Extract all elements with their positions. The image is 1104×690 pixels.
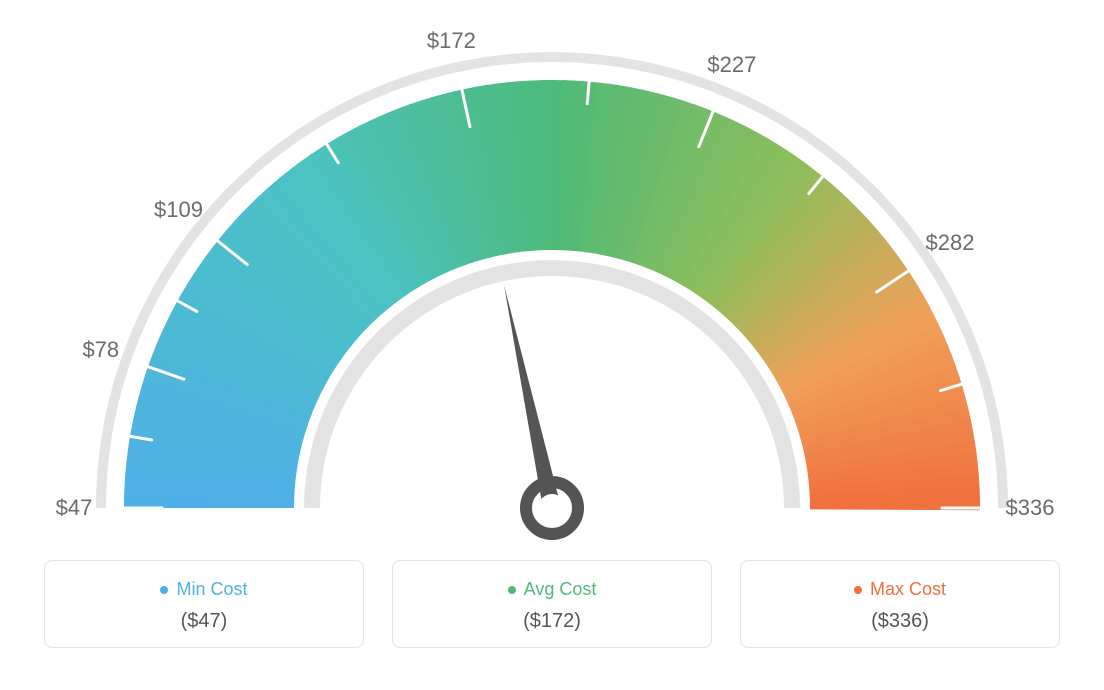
legend-title-max: Max Cost [854, 579, 946, 600]
gauge-tick-label: $227 [707, 52, 756, 78]
gauge-tick-label: $109 [154, 197, 203, 223]
gauge-tick-label: $336 [1006, 495, 1055, 521]
legend-title-text-min: Min Cost [176, 579, 247, 600]
gauge-tick-label: $172 [427, 28, 476, 54]
legend-dot-max [854, 586, 862, 594]
gauge-container: $47 $78 $109 $172 $227 $282 $336 [0, 0, 1104, 560]
legend-card-min: Min Cost ($47) [44, 560, 364, 648]
gauge-tick-label: $78 [82, 337, 119, 363]
legend-title-text-max: Max Cost [870, 579, 946, 600]
legend-value-max: ($336) [753, 610, 1047, 633]
legend-dot-min [160, 586, 168, 594]
legend-title-min: Min Cost [160, 579, 247, 600]
legend-card-avg: Avg Cost ($172) [392, 560, 712, 648]
legend-dot-avg [508, 586, 516, 594]
legend-title-text-avg: Avg Cost [524, 579, 597, 600]
gauge-chart [0, 0, 1104, 560]
legend-value-min: ($47) [57, 610, 351, 633]
legend-row: Min Cost ($47) Avg Cost ($172) Max Cost … [0, 560, 1104, 668]
legend-title-avg: Avg Cost [508, 579, 597, 600]
legend-card-max: Max Cost ($336) [740, 560, 1060, 648]
legend-value-avg: ($172) [405, 610, 699, 633]
gauge-tick-label: $47 [56, 495, 93, 521]
gauge-tick-label: $282 [926, 230, 975, 256]
